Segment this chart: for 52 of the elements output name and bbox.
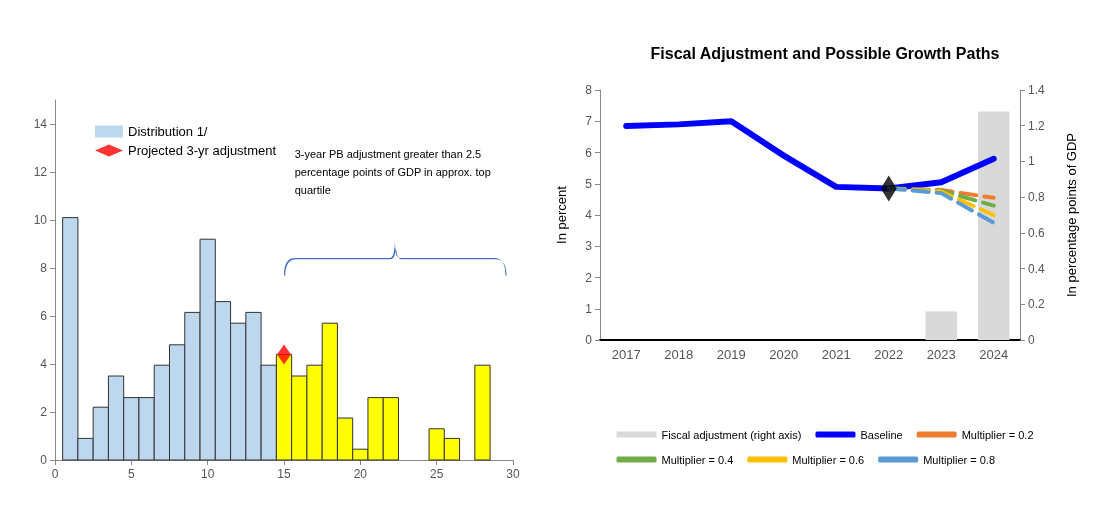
y2-tick-label: 1.2 [1028,118,1046,133]
annotation: 3-year PB adjustment greater than 2.5 percentage points of GDP in approx. top quartile [294,148,494,196]
legend-label: Fiscal adjustment (right axis) [661,428,802,441]
x-tick-label: 2020 [769,347,799,362]
y2-tick-label: 0.4 [1028,261,1046,276]
y-tick-label: 0 [585,333,593,347]
y2-axis-title: In percentage points of GDP [1064,132,1079,298]
x-tick-label: 2023 [926,347,956,362]
chart-title: Fiscal Adjustment and Possible Growth Paths [650,44,1000,62]
y-tick-label: 7 [585,114,593,129]
y-tick-label: 5 [585,176,593,191]
y-tick-label: 8 [585,83,593,97]
x-tick-label: 2019 [716,347,746,362]
legend-label: Projected 3-yr adjustment [128,143,277,158]
x-tick-label: 2024 [979,347,1009,362]
y-tick-label: 0 [40,453,48,467]
x-tick-label: 20 [353,467,368,481]
y-tick-label: 10 [33,213,48,227]
x-tick-label: 25 [429,467,444,481]
x-tick-label: 5 [127,467,135,481]
y2-tick-label: 0 [1028,333,1035,347]
legend-label: Multiplier = 0.2 [961,428,1034,441]
y2-tick-label: 1 [1028,154,1035,169]
y2-tick-label: 0.6 [1028,225,1046,240]
legend-label: Multiplier = 0.6 [792,453,865,466]
x-tick-label: 2018 [664,347,694,362]
y-axis-title: In percent [554,185,569,244]
legend-label: Multiplier = 0.4 [661,453,734,466]
x-tick-label: 0 [51,467,59,481]
y2-tick-label: 0.2 [1028,297,1046,312]
y-tick-label: 4 [585,208,593,222]
y-tick-label: 6 [585,145,593,160]
legend-label: Distribution 1/ [128,124,208,139]
y-tick-label: 6 [40,309,48,323]
y-tick-label: 3 [585,239,593,254]
x-tick-label: 15 [277,467,291,481]
x-tick-label: 2022 [874,347,904,362]
y-tick-label: 14 [33,117,48,131]
legend-label: Baseline [860,428,903,441]
legend-label: Multiplier = 0.8 [923,453,996,466]
y-tick-label: 4 [40,357,48,371]
y-tick-label: 12 [33,165,48,179]
y2-tick-label: 1.4 [1028,83,1046,97]
y-tick-label: 8 [40,261,48,275]
x-tick-label: 2021 [821,347,851,362]
x-tick-label: 10 [200,467,215,481]
x-tick-label: 2017 [611,347,641,362]
x-tick-label: 30 [506,467,520,481]
y-tick-label: 1 [585,301,593,316]
y-tick-label: 2 [585,270,593,285]
y-tick-label: 2 [40,405,48,419]
y2-tick-label: 0.8 [1028,190,1046,205]
